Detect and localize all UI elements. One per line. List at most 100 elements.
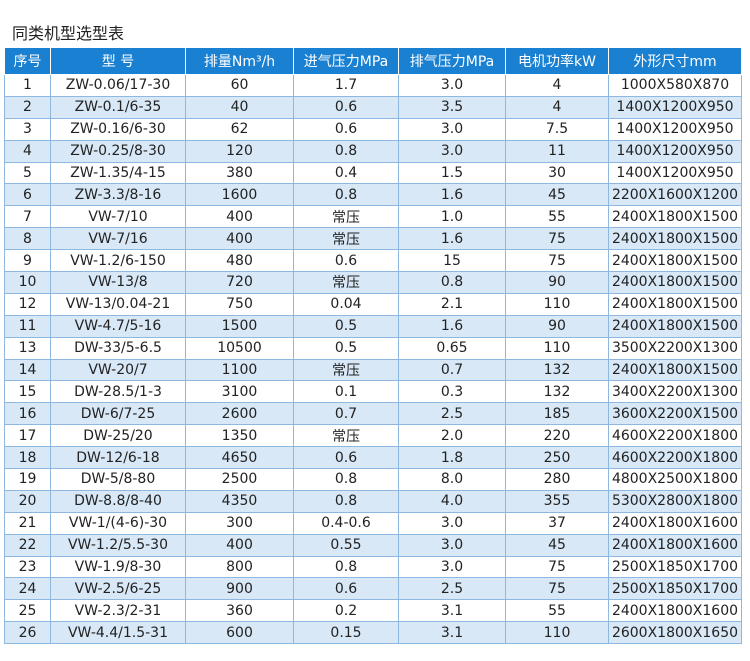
table-cell: VW-7/10 — [50, 205, 186, 229]
table-cell: 0.7 — [398, 358, 506, 382]
table-row: 25 VW-2.3/2-31 360 0.2 3.1 55 2400X1800X1600 — [4, 599, 742, 623]
table-cell: 0.04 — [293, 292, 399, 316]
table-cell: 55 — [505, 205, 609, 229]
table-cell: 24 — [4, 577, 51, 601]
table-cell: 5300X2800X1800 — [608, 489, 742, 513]
table-cell: 3400X2200X1300 — [608, 380, 742, 404]
table-cell: 3.0 — [398, 511, 506, 535]
table-cell: 1400X1200X950 — [608, 161, 742, 185]
table-cell: DW-12/6-18 — [50, 446, 186, 470]
table-cell: 1400X1200X950 — [608, 95, 742, 119]
table-cell: 0.8 — [293, 555, 399, 579]
header-cell: 型 号 — [50, 47, 186, 75]
table-row: 10 VW-13/8 720 常压 0.8 90 2400X1800X1500 — [4, 271, 742, 294]
table-cell: 常压 — [293, 271, 399, 294]
table-row: 13 DW-33/5-6.5 10500 0.5 0.65 110 3500X2200X13… — [4, 336, 742, 360]
table-cell: 4350 — [185, 489, 294, 513]
table-cell: 3.1 — [398, 621, 506, 645]
table-cell: 60 — [185, 74, 294, 97]
table-cell: 14 — [4, 358, 51, 382]
table-cell: 2500X1850X1700 — [608, 577, 742, 601]
table-cell: 750 — [185, 292, 294, 316]
table-cell: VW-4.4/1.5-31 — [50, 621, 186, 645]
table-cell: 3500X2200X1300 — [608, 336, 742, 360]
table-row: 17 DW-25/20 1350 常压 2.0 220 4600X2200X1800 — [4, 424, 742, 448]
table-cell: 62 — [185, 117, 294, 141]
table-cell: 0.55 — [293, 533, 399, 557]
table-cell: 0.4-0.6 — [293, 511, 399, 535]
table-cell: 3 — [4, 117, 51, 141]
table-cell: 10 — [4, 271, 51, 294]
table-cell: 17 — [4, 424, 51, 448]
table-cell: 7 — [4, 205, 51, 229]
table-row: 16 DW-6/7-25 2600 0.7 2.5 185 3600X2200X1500 — [4, 402, 742, 426]
table-cell: 37 — [505, 511, 609, 535]
table-cell: 110 — [505, 292, 609, 316]
table-row: 26 VW-4.4/1.5-31 600 0.15 3.1 110 2600X1800X16… — [4, 621, 742, 645]
table-cell: VW-4.7/5-16 — [50, 314, 186, 338]
table-row: 5 ZW-1.35/4-15 380 0.4 1.5 30 1400X1200X950 — [4, 161, 742, 185]
table-cell: 9 — [4, 249, 51, 273]
header-cell: 排气压力MPa — [398, 47, 506, 75]
table-cell: 4600X2200X1800 — [608, 424, 742, 448]
table-row: 20 DW-8.8/8-40 4350 0.8 4.0 355 5300X2800X1800 — [4, 489, 742, 513]
table-cell: VW-2.3/2-31 — [50, 599, 186, 623]
table-cell: 2600 — [185, 402, 294, 426]
table-cell: 1600 — [185, 183, 294, 207]
table-cell: 2400X1800X1500 — [608, 249, 742, 273]
table-cell: 0.8 — [398, 271, 506, 294]
table-cell: ZW-0.06/17-30 — [50, 74, 186, 97]
table-cell: 2400X1800X1500 — [608, 205, 742, 229]
header-cell: 序号 — [4, 47, 51, 75]
table-cell: 1400X1200X950 — [608, 117, 742, 141]
table-cell: 2200X1600X1200 — [608, 183, 742, 207]
table-row: 22 VW-1.2/5.5-30 400 0.55 3.0 45 2400X1800X160… — [4, 533, 742, 557]
table-cell: 480 — [185, 249, 294, 273]
table-cell: 1100 — [185, 358, 294, 382]
table-cell: 8 — [4, 227, 51, 251]
header-cell: 外形尺寸mm — [608, 47, 742, 75]
table-cell: 185 — [505, 402, 609, 426]
table-cell: 250 — [505, 446, 609, 470]
table-cell: 355 — [505, 489, 609, 513]
table-cell: 0.1 — [293, 380, 399, 404]
table-cell: 1.6 — [398, 183, 506, 207]
table-cell: 132 — [505, 380, 609, 404]
table-cell: 360 — [185, 599, 294, 623]
table-row: 21 VW-1/(4-6)-30 300 0.4-0.6 3.0 37 2400X1800X… — [4, 511, 742, 535]
table-cell: 3.0 — [398, 533, 506, 557]
table-cell: 常压 — [293, 205, 399, 229]
table-cell: 22 — [4, 533, 51, 557]
table-row: 1 ZW-0.06/17-30 60 1.7 3.0 4 1000X580X870 — [4, 74, 742, 97]
table-cell: DW-6/7-25 — [50, 402, 186, 426]
header-cell: 排量Nm³/h — [185, 47, 294, 75]
table-cell: 1 — [4, 74, 51, 97]
table-cell: 1350 — [185, 424, 294, 448]
table-cell: 800 — [185, 555, 294, 579]
table-cell: 55 — [505, 599, 609, 623]
table-cell: 720 — [185, 271, 294, 294]
table-cell: 132 — [505, 358, 609, 382]
table-cell: 3.5 — [398, 95, 506, 119]
table-title: 同类机型选型表 — [12, 24, 125, 43]
table-cell: 4 — [4, 139, 51, 163]
table-cell: 2500 — [185, 468, 294, 491]
table-cell: 0.6 — [293, 95, 399, 119]
table-cell: DW-25/20 — [50, 424, 186, 448]
table-cell: DW-33/5-6.5 — [50, 336, 186, 360]
table-cell: 4.0 — [398, 489, 506, 513]
table-cell: 0.4 — [293, 161, 399, 185]
table-cell: 40 — [185, 95, 294, 119]
table-cell: 4600X2200X1800 — [608, 446, 742, 470]
table-cell: VW-2.5/6-25 — [50, 577, 186, 601]
table-cell: 11 — [4, 314, 51, 338]
table-cell: DW-28.5/1-3 — [50, 380, 186, 404]
table-cell: 1.8 — [398, 446, 506, 470]
table-cell: 4800X2500X1800 — [608, 468, 742, 491]
table-cell: 18 — [4, 446, 51, 470]
table-cell: 110 — [505, 621, 609, 645]
table-cell: 0.6 — [293, 117, 399, 141]
table-cell: 15 — [4, 380, 51, 404]
table-row: 2 ZW-0.1/6-35 40 0.6 3.5 4 1400X1200X950 — [4, 95, 742, 119]
table-row: 14 VW-20/7 1100 常压 0.7 132 2400X1800X1500 — [4, 358, 742, 382]
